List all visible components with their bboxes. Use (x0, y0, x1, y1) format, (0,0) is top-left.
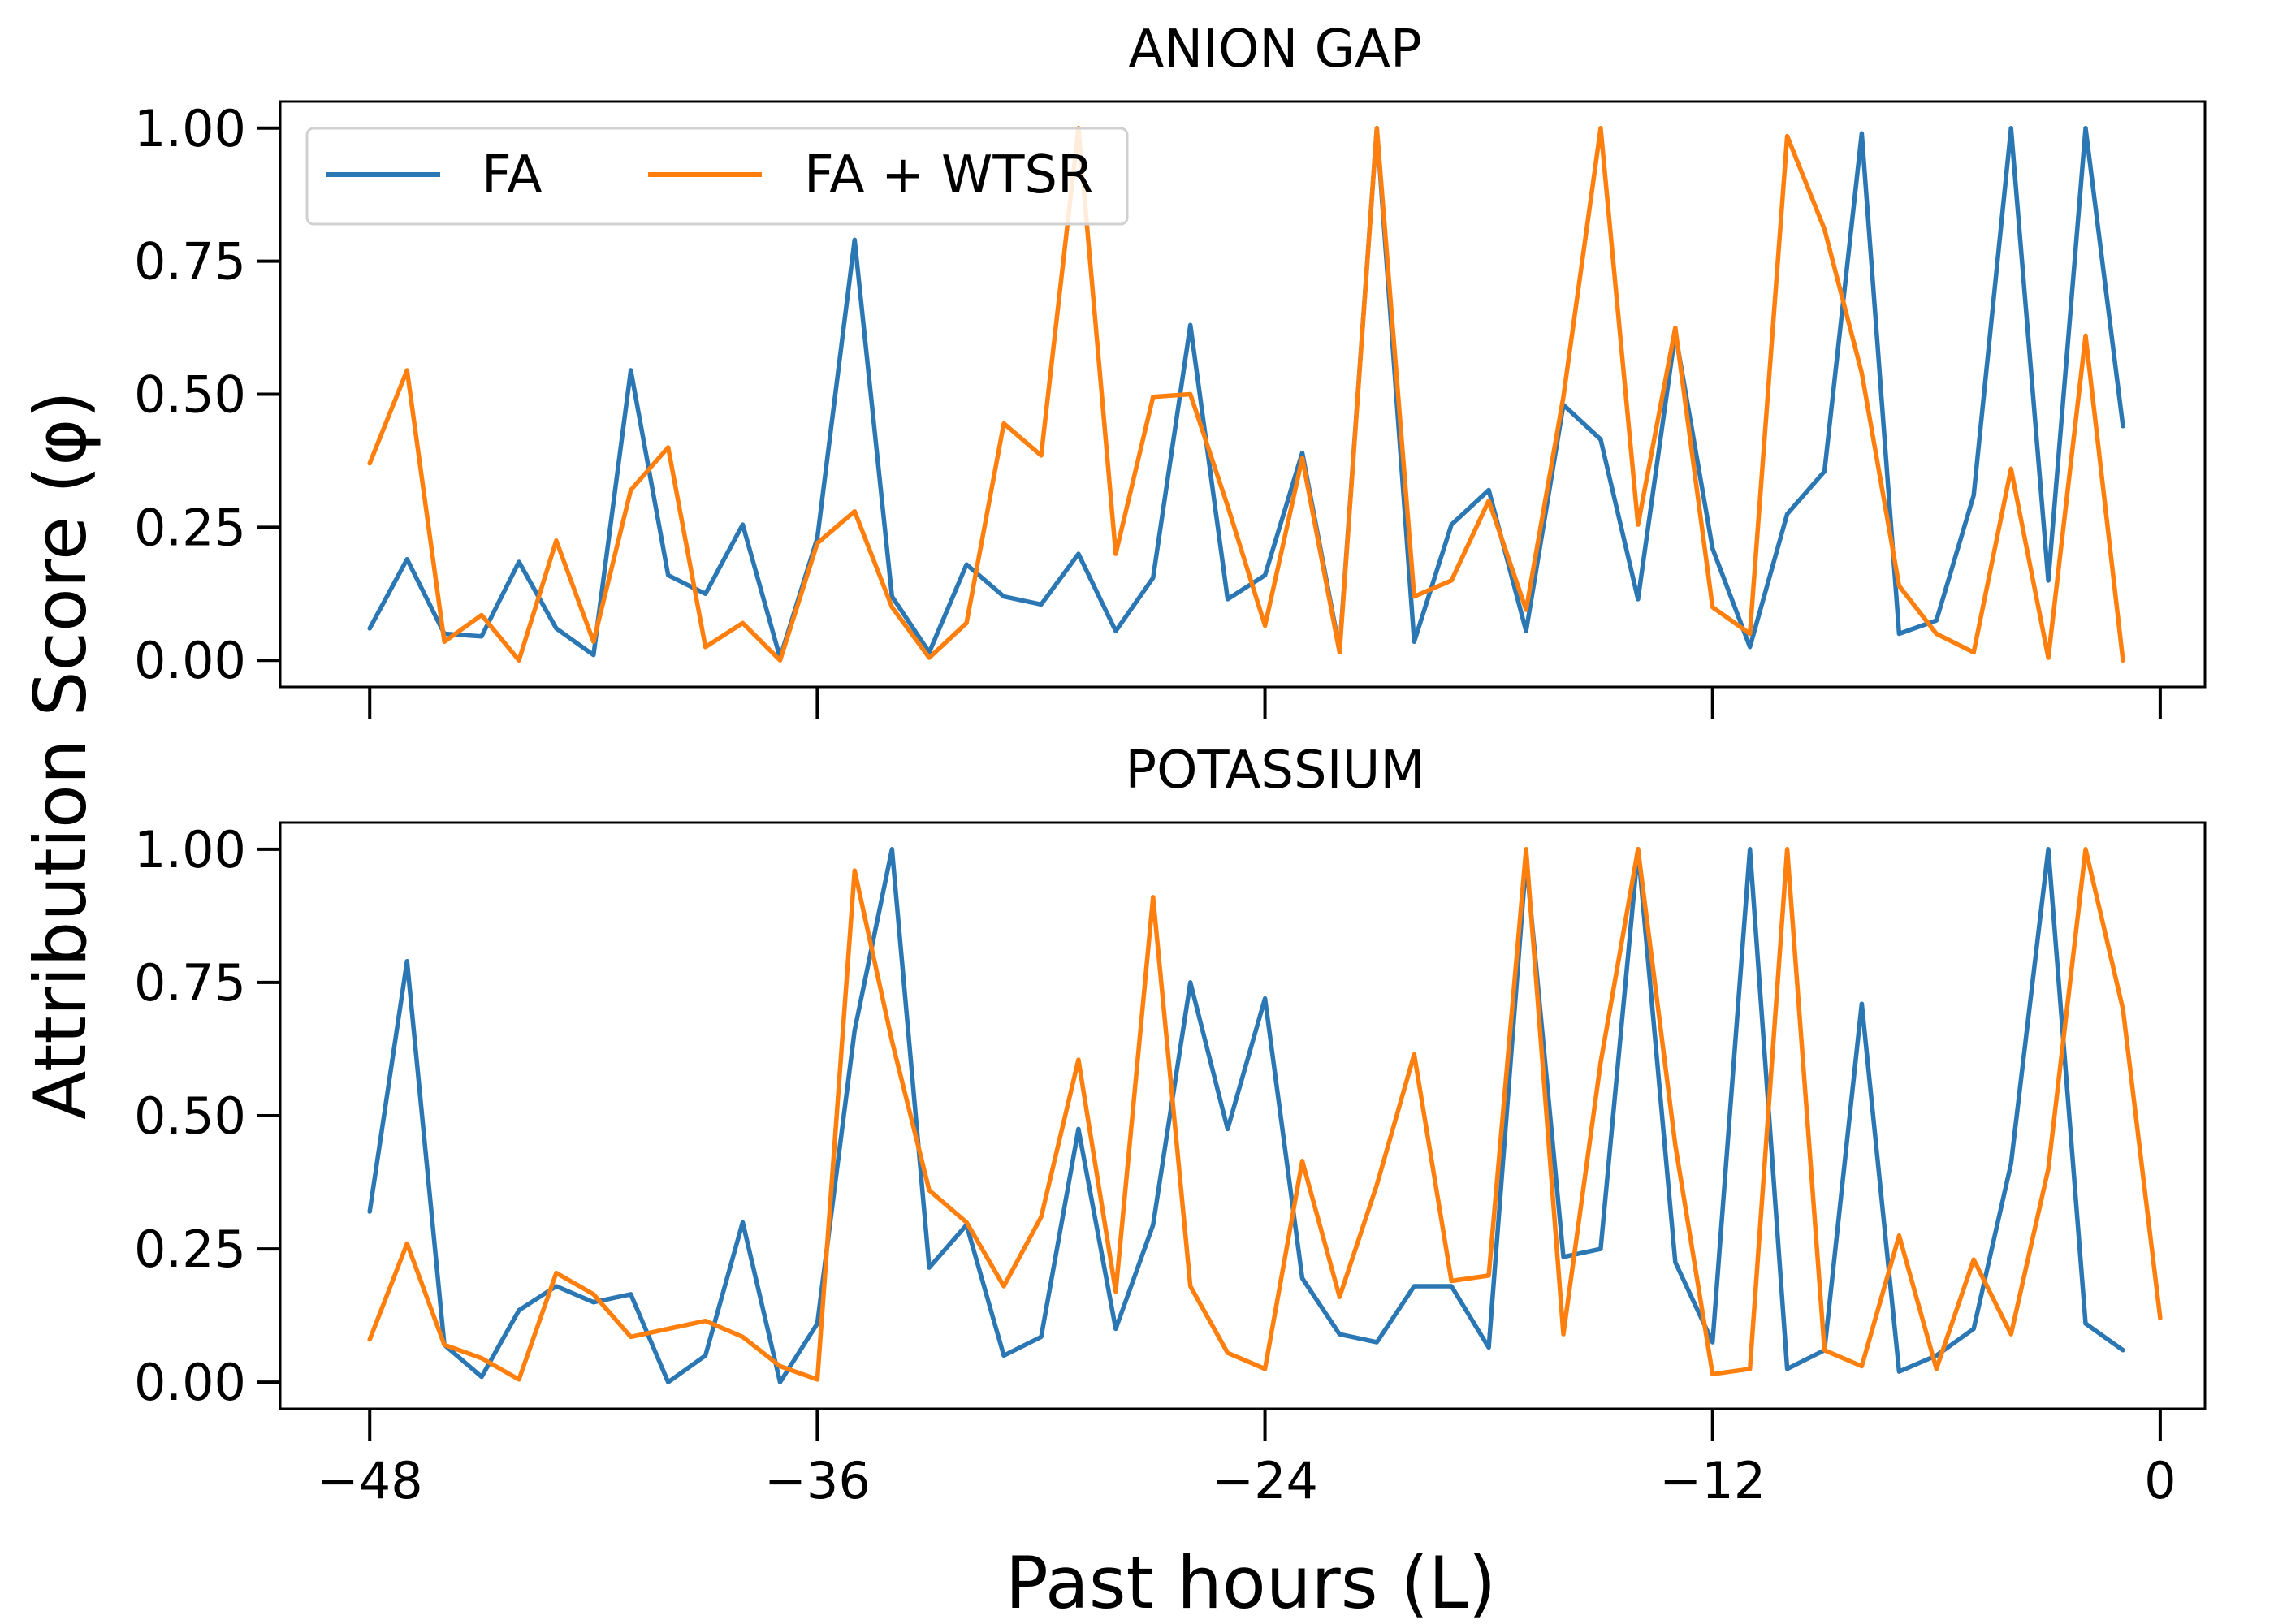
panel-anion-gap: ANION GAP 0.00 0.25 0.50 0.75 1.00 FA FA + W… (134, 19, 2207, 719)
y-tick-label-potassium: 0.50 (134, 1086, 246, 1146)
legend-label-fa-wtsr: FA + WTSR (804, 145, 1094, 205)
legend: FA FA + WTSR (305, 127, 1129, 226)
series-lines-potassium (367, 847, 2163, 1384)
x-tick-label-potassium: −12 (1659, 1451, 1766, 1510)
x-tick-label-potassium: −36 (764, 1451, 871, 1510)
series-line-fa-wtsr-potassium (367, 847, 2163, 1382)
y-axis-title: Attribution Score (φ) (19, 391, 102, 1120)
y-tick-label-anion-gap: 0.25 (134, 498, 246, 557)
axes-anion-gap: 0.00 0.25 0.50 0.75 1.00 (134, 99, 2162, 719)
y-tick-label-potassium: 1.00 (134, 820, 246, 879)
plot-frame-potassium (279, 821, 2207, 1410)
series-lines-anion-gap (367, 126, 2125, 663)
y-tick-label-potassium: 0.25 (134, 1220, 246, 1279)
x-axis-title: Past hours (L) (1005, 1541, 1496, 1624)
y-tick-label-anion-gap: 0.75 (134, 232, 246, 292)
series-line-fa-potassium (367, 847, 2125, 1384)
panel-title-anion-gap: ANION GAP (1128, 19, 1421, 80)
series-line-fa-wtsr-anion-gap (367, 126, 2125, 663)
y-tick-label-anion-gap: 1.00 (134, 99, 246, 158)
panel-potassium: POTASSIUM 0.00 0.25 0.50 0.75 1.00 −48 −36 −24 −… (134, 741, 2207, 1510)
y-tick-label-anion-gap: 0.00 (134, 631, 246, 690)
x-tick-label-potassium: −48 (317, 1451, 423, 1510)
x-tick-label-potassium: −24 (1212, 1451, 1318, 1510)
x-tick-label-potassium: 0 (2144, 1451, 2176, 1510)
series-line-fa-anion-gap (367, 126, 2125, 660)
panel-title-potassium: POTASSIUM (1125, 741, 1424, 801)
legend-label-fa: FA (482, 145, 543, 205)
y-tick-label-potassium: 0.75 (134, 953, 246, 1013)
y-tick-label-anion-gap: 0.50 (134, 365, 246, 425)
axes-potassium: 0.00 0.25 0.50 0.75 1.00 −48 −36 −24 −12 0 (134, 820, 2177, 1510)
y-tick-label-potassium: 0.00 (134, 1353, 246, 1412)
